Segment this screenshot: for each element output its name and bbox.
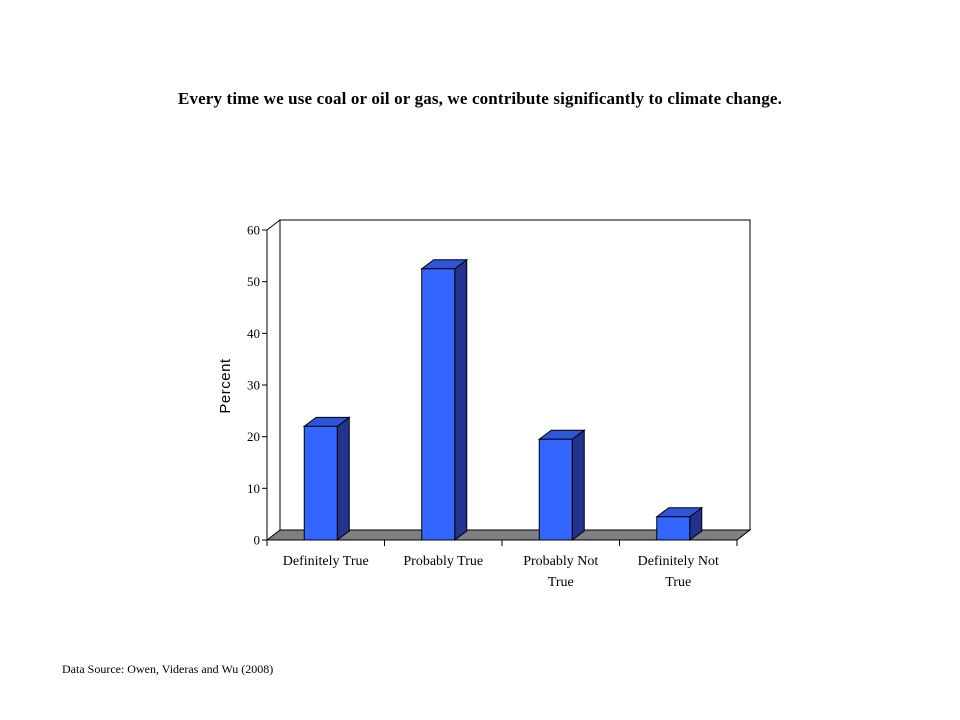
y-axis: 0 10 20 30 40 50 60	[247, 223, 268, 548]
x-tick-label: Probably Not	[523, 554, 598, 569]
plot-area	[266, 219, 751, 530]
bar	[655, 506, 704, 541]
bar	[302, 416, 351, 541]
y-tick-label: 10	[247, 481, 260, 496]
y-tick-label: 40	[247, 326, 260, 341]
bar	[537, 429, 586, 541]
bar-front-face	[538, 438, 573, 541]
y-tick-label: 50	[247, 274, 260, 289]
bar	[420, 258, 469, 541]
y-tick-label: 30	[247, 378, 260, 393]
bar-side-face	[571, 429, 585, 541]
bar-front-face	[656, 516, 691, 541]
x-tick-label: Probably True	[403, 554, 483, 569]
bar-side-face	[336, 416, 350, 541]
x-tick-label: Definitely True	[283, 554, 369, 569]
y-tick-label: 60	[247, 223, 260, 238]
y-tick-label: 0	[254, 533, 261, 548]
x-tick-label: Definitely Not	[638, 554, 719, 569]
x-tick-label: True	[665, 575, 691, 590]
bar-front-face	[303, 425, 338, 541]
bar-series	[302, 258, 704, 541]
data-source-note: Data Source: Owen, Videras and Wu (2008)	[62, 662, 274, 676]
y-tick-label: 20	[247, 429, 260, 444]
x-tick-label: True	[548, 575, 574, 590]
bar-side-face	[454, 258, 468, 541]
y-axis-title: Percent	[217, 358, 234, 414]
plot-back-frame	[266, 219, 751, 530]
x-axis: Definitely True Probably True Probably Not…	[266, 539, 738, 590]
chart-title: Every time we use coal or oil or gas, we…	[177, 89, 783, 108]
bar-front-face	[421, 268, 456, 541]
